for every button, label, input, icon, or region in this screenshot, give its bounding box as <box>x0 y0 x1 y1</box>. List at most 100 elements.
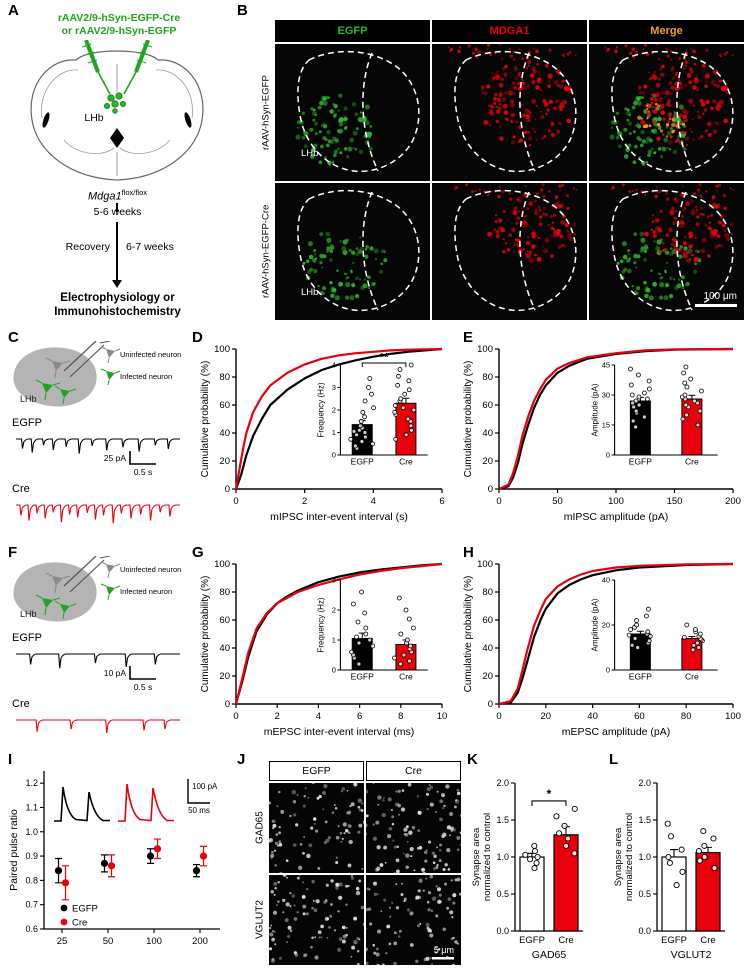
svg-text:Cre: Cre <box>399 672 413 682</box>
svg-text:0: 0 <box>488 484 493 495</box>
puncta-image-gad65-egfp <box>269 783 364 873</box>
infected-neuron-icon <box>35 594 61 616</box>
svg-text:Cre: Cre <box>399 457 413 467</box>
svg-text:0.9: 0.9 <box>25 851 38 861</box>
uninfected-neuron-icon <box>45 572 71 594</box>
svg-text:0: 0 <box>488 699 493 710</box>
legend-uninfected-label: Uninfected neuron <box>120 350 181 359</box>
interval-2: 6-7 weeks <box>126 241 174 253</box>
micrograph-merge-row1 <box>589 44 744 181</box>
svg-text:100: 100 <box>725 711 741 722</box>
svg-text:40: 40 <box>482 643 493 654</box>
svg-text:6: 6 <box>357 711 362 722</box>
speckle-layer <box>269 875 364 965</box>
svg-text:100: 100 <box>214 559 230 570</box>
puncta-image-vglut2-cre: 5 μm <box>366 875 461 965</box>
svg-text:EGFP: EGFP <box>661 935 687 946</box>
svg-text:0.5: 0.5 <box>496 889 509 899</box>
svg-text:1.0: 1.0 <box>25 827 38 837</box>
gad65-synapse-area-chart: 0.0 0.5 1.0 1.5 2.0 Synapse area normalized to… <box>471 778 583 961</box>
panel-f-label: F <box>8 544 18 561</box>
row-label-vglut2: VGLUT2 <box>254 900 266 940</box>
svg-text:Cre: Cre <box>558 935 573 946</box>
svg-text:EGFP: EGFP <box>351 672 374 682</box>
svg-text:Cumulative probability (%): Cumulative probability (%) <box>200 361 211 478</box>
svg-text:normalized to control: normalized to control <box>624 813 635 901</box>
panel-b-label: B <box>237 2 248 19</box>
virus-line-2: or rAAV2/9-hSyn-EGFP <box>61 25 177 37</box>
svg-text:EGFP: EGFP <box>351 457 374 467</box>
svg-text:0: 0 <box>332 451 336 460</box>
svg-text:Amplitude (pA): Amplitude (pA) <box>591 598 600 651</box>
svg-text:40: 40 <box>587 711 598 722</box>
svg-text:0: 0 <box>332 666 336 675</box>
lhb-label: LHb <box>84 112 103 124</box>
svg-text:Synapse area: Synapse area <box>613 827 624 886</box>
svg-text:VGLUT2: VGLUT2 <box>671 949 712 961</box>
svg-text:4: 4 <box>332 361 336 370</box>
svg-text:4: 4 <box>316 711 321 722</box>
svg-text:Cre: Cre <box>700 935 715 946</box>
column-header-egfp: EGFP <box>269 761 364 781</box>
genotype-label: Mdga1flox/flox <box>0 188 235 203</box>
panel-a: A rAAV2/9-hSyn-EGFP-Cre or rAAV2/9-hSyn-… <box>0 0 235 325</box>
legend-infected-neuron-icon <box>100 368 121 386</box>
svg-text:100: 100 <box>477 344 493 355</box>
outcome-line-1: Electrophysiology or <box>60 292 175 304</box>
panel-b: B rAAV-hSyn-EGFP rAAV-hSyn-EGFP-Cre EGFP… <box>235 0 746 325</box>
svg-text:EGFP: EGFP <box>629 672 652 682</box>
micrograph-mdga1-row2 <box>432 183 587 320</box>
scale-bar-label: 5 μm <box>434 945 454 955</box>
svg-text:mEPSC inter-event interval (ms: mEPSC inter-event interval (ms) <box>264 726 415 738</box>
svg-text:Synapse area: Synapse area <box>471 827 482 886</box>
panel-h: H 0 20 40 60 80 100 0 20 40 60 80 100 mEPSC amplitud… <box>455 540 746 755</box>
legend-infected-label: Infected neuron <box>120 372 172 381</box>
outline-layer <box>611 189 734 312</box>
svg-text:mEPSC amplitude (pA): mEPSC amplitude (pA) <box>562 726 671 738</box>
svg-text:200: 200 <box>192 936 208 947</box>
panel-e: E 0 20 40 60 80 100 0 50 100 150 200 mIPSC amplitud… <box>455 325 746 540</box>
svg-text:10 pA: 10 pA <box>104 668 127 678</box>
svg-text:60: 60 <box>634 711 645 722</box>
svg-text:**: ** <box>380 352 389 364</box>
svg-text:1.1: 1.1 <box>25 802 38 812</box>
svg-text:Amplitude (pA): Amplitude (pA) <box>591 383 600 436</box>
genotype-base: Mdga1 <box>87 190 122 203</box>
mepsc-trace-chart: EGFP Cre 10 pA 0.5 s <box>12 632 180 734</box>
legend-uninfected-label: Uninfected neuron <box>120 565 181 574</box>
svg-text:1: 1 <box>332 428 336 437</box>
svg-text:normalized to control: normalized to control <box>482 813 493 901</box>
svg-text:Cumulative probability (%): Cumulative probability (%) <box>463 361 474 478</box>
svg-text:0: 0 <box>606 666 610 675</box>
lhb-label: LHb <box>301 287 318 298</box>
svg-text:Cumulative probability (%): Cumulative probability (%) <box>463 576 474 693</box>
column-header-egfp: EGFP <box>275 20 430 42</box>
svg-text:80: 80 <box>219 372 230 383</box>
svg-text:4: 4 <box>371 496 376 507</box>
svg-text:Cre: Cre <box>685 672 699 682</box>
legend-infected-label: Infected neuron <box>120 587 172 596</box>
row-label-cre-virus: rAAV-hSyn-EGFP-Cre <box>260 204 272 299</box>
down-arrow-icon <box>112 280 122 288</box>
pipette-icon <box>63 341 105 378</box>
panel-g-label: G <box>192 544 204 561</box>
svg-text:100: 100 <box>214 344 230 355</box>
svg-text:2: 2 <box>302 496 307 507</box>
vglut2-synapse-area-chart: 0.0 0.5 1.0 1.5 2.0 Synapse area normalized to… <box>613 778 725 961</box>
svg-text:2.0: 2.0 <box>638 778 651 788</box>
svg-text:1.0: 1.0 <box>496 852 509 862</box>
svg-text:0: 0 <box>225 699 230 710</box>
svg-text:20: 20 <box>219 671 230 682</box>
coronal-brain-schematic: LHb <box>30 40 204 181</box>
svg-text:EGFP: EGFP <box>629 457 652 467</box>
svg-text:20: 20 <box>482 456 493 467</box>
svg-text:0.8: 0.8 <box>25 875 38 885</box>
svg-text:80: 80 <box>482 372 493 383</box>
svg-text:1.2: 1.2 <box>25 778 38 788</box>
svg-text:0.0: 0.0 <box>638 926 651 936</box>
panel-j: J EGFP Cre GAD65 VGLUT2 5 μm <box>235 751 465 973</box>
legend-infected-neuron-icon <box>100 583 121 601</box>
svg-text:60: 60 <box>482 400 493 411</box>
svg-text:40: 40 <box>219 643 230 654</box>
